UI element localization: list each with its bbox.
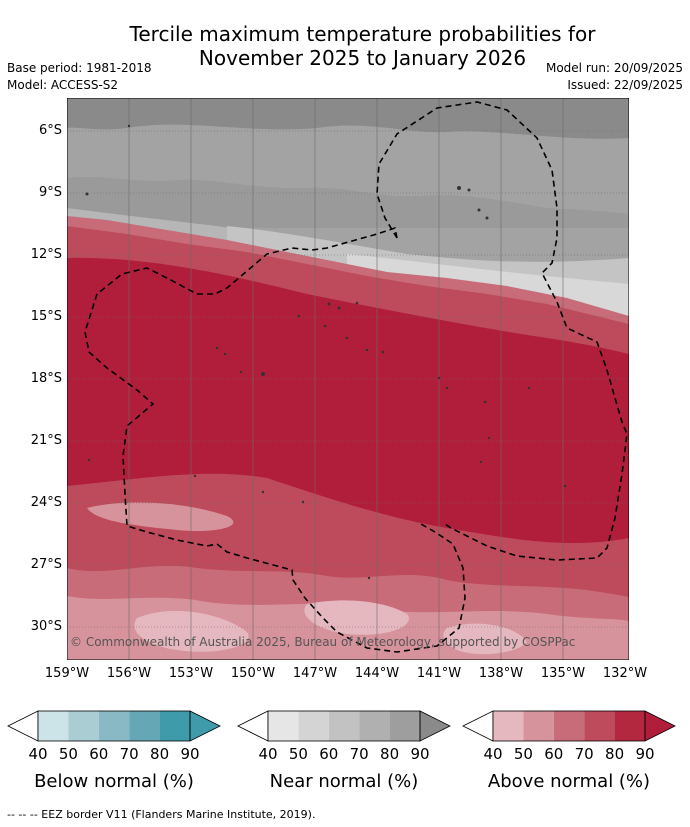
lat-tick: 6°S <box>38 123 62 138</box>
lat-tick: 27°S <box>30 557 62 572</box>
below-start-triangle <box>7 710 39 742</box>
near-end-triangle <box>419 710 451 742</box>
lon-tick: 150°W <box>230 666 276 681</box>
lon-tick: 144°W <box>354 666 400 681</box>
below-end-triangle <box>189 710 221 742</box>
above-tick: 90 <box>635 745 655 763</box>
below-color-segment <box>129 711 160 741</box>
eez-legend-footer: -- -- -- EEZ border V11 (Flanders Marine… <box>7 808 316 821</box>
lon-tick: 156°W <box>106 666 152 681</box>
lat-tick: 21°S <box>30 433 62 448</box>
lon-tick: 141°W <box>416 666 462 681</box>
near-normal-label: Near normal (%) <box>269 771 419 792</box>
near-normal-90-band <box>67 98 629 139</box>
lon-tick: 135°W <box>540 666 586 681</box>
lon-tick: 147°W <box>292 666 338 681</box>
islands <box>85 124 567 580</box>
above-normal-label: Above normal (%) <box>487 771 651 792</box>
lon-tick: 138°W <box>478 666 524 681</box>
near-color-segment <box>359 711 390 741</box>
meta-left: Base period: 1981-2018 Model: ACCESS-S2 <box>7 60 152 94</box>
eez-borders <box>84 101 628 653</box>
above-tick: 50 <box>513 745 533 763</box>
below-tick: 60 <box>89 745 109 763</box>
below-color-segment <box>68 711 99 741</box>
near-tick: 60 <box>319 745 339 763</box>
near-color-segment <box>389 711 420 741</box>
near-start-triangle <box>237 710 269 742</box>
above-normal-patch-3 <box>87 502 234 532</box>
base-period: Base period: 1981-2018 <box>7 61 152 75</box>
above-tick: 40 <box>483 745 503 763</box>
chart-title: Tercile maximum temperature probabilitie… <box>0 22 690 70</box>
below-tick: 40 <box>28 745 48 763</box>
lat-tick: 18°S <box>30 371 62 386</box>
below-tick: 70 <box>119 745 139 763</box>
above-normal-patch-1 <box>134 610 249 652</box>
above-normal-patch-4 <box>443 623 527 655</box>
title-line-2: November 2025 to January 2026 <box>198 46 527 70</box>
near-tick: 90 <box>410 745 430 763</box>
below-normal-label: Below normal (%) <box>34 771 194 792</box>
above-end-triangle <box>644 710 676 742</box>
above-tick: 80 <box>605 745 625 763</box>
above-normal-patch-2 <box>304 600 409 635</box>
below-tick: 50 <box>58 745 78 763</box>
colorbar-above <box>462 710 676 742</box>
lat-tick: 30°S <box>30 619 62 634</box>
lon-tick: 153°W <box>168 666 214 681</box>
meta-right: Model run: 20/09/2025 Issued: 22/09/2025 <box>546 60 683 94</box>
title-line-1: Tercile maximum temperature probabilitie… <box>129 22 596 46</box>
colorbars <box>7 710 676 742</box>
near-color-segment <box>328 711 360 741</box>
near-tick: 40 <box>258 745 278 763</box>
below-color-segment <box>98 711 130 741</box>
above-tick: 70 <box>574 745 594 763</box>
above-color-segment <box>553 711 585 741</box>
above-tick: 60 <box>544 745 564 763</box>
near-color-segment <box>268 711 299 741</box>
above-start-triangle <box>462 710 494 742</box>
near-tick: 50 <box>288 745 308 763</box>
lat-tick: 9°S <box>38 185 62 200</box>
issued-date: Issued: 22/09/2025 <box>567 78 683 92</box>
above-color-segment <box>584 711 615 741</box>
above-color-segment <box>614 711 645 741</box>
colorbar-below <box>7 710 221 742</box>
near-normal-80-band <box>67 177 629 228</box>
lat-tick: 24°S <box>30 495 62 510</box>
model-name: Model: ACCESS-S2 <box>7 78 119 92</box>
lat-tick: 15°S <box>30 309 62 324</box>
copyright-notice: © Commonwealth of Australia 2025, Bureau… <box>70 635 576 649</box>
above-color-segment <box>493 711 524 741</box>
probability-map <box>67 98 629 660</box>
below-tick: 90 <box>180 745 200 763</box>
above-color-segment <box>523 711 554 741</box>
near-tick: 80 <box>380 745 400 763</box>
lon-tick: 132°W <box>602 666 648 681</box>
model-run: Model run: 20/09/2025 <box>545 61 683 75</box>
lon-tick: 159°W <box>44 666 90 681</box>
below-color-segment <box>38 711 69 741</box>
near-color-segment <box>298 711 329 741</box>
lat-tick: 12°S <box>30 247 62 262</box>
below-tick: 80 <box>150 745 170 763</box>
colorbar-near <box>237 710 451 742</box>
below-color-segment <box>159 711 190 741</box>
above-normal-90-area <box>67 257 629 544</box>
near-tick: 70 <box>349 745 369 763</box>
grid-lines <box>67 98 629 660</box>
